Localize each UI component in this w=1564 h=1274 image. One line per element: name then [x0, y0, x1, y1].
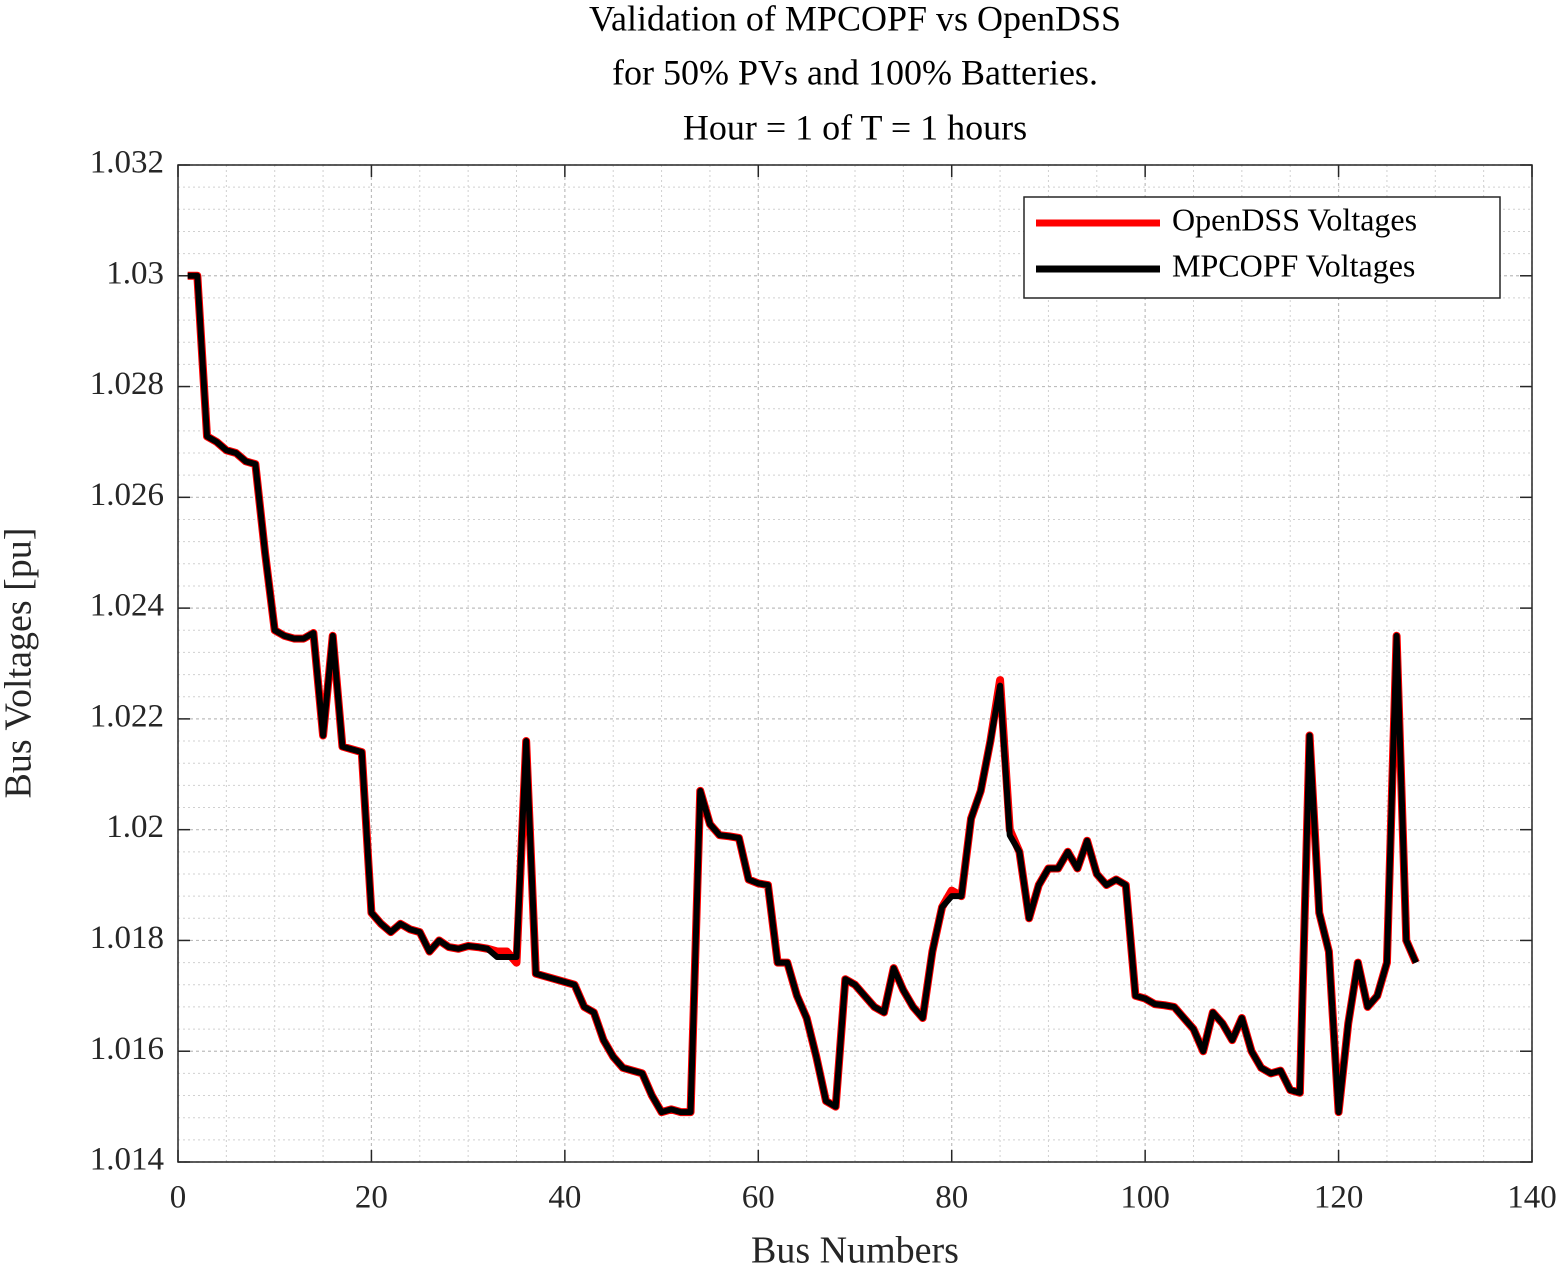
chart-title: Validation of MPCOPF vs OpenDSS: [589, 0, 1121, 38]
x-tick-label: 60: [742, 1180, 775, 1216]
x-tick-label: 120: [1314, 1180, 1364, 1216]
chart-title: for 50% PVs and 100% Batteries.: [612, 52, 1098, 92]
y-tick-label: 1.028: [90, 366, 164, 402]
x-tick-label: 100: [1120, 1180, 1170, 1216]
y-tick-label: 1.024: [90, 588, 164, 624]
y-tick-label: 1.03: [106, 255, 164, 291]
y-tick-label: 1.02: [106, 809, 164, 845]
y-axis-label: Bus Voltages [pu]: [0, 528, 40, 799]
data-line: [187, 272, 1419, 1116]
y-tick-label: 1.022: [90, 698, 164, 734]
x-tick-label: 140: [1507, 1180, 1557, 1216]
y-tick-label: 1.016: [90, 1031, 164, 1067]
x-axis-label: Bus Numbers: [751, 1230, 959, 1272]
x-tick-label: 0: [170, 1180, 187, 1216]
plot-frame: [177, 164, 1533, 1163]
x-tick-label: 80: [935, 1180, 968, 1216]
x-tick-label: 40: [548, 1180, 581, 1216]
y-tick-label: 1.026: [90, 477, 164, 513]
chart-title: Hour = 1 of T = 1 hours: [683, 107, 1027, 147]
legend-text: OpenDSS Voltages: [1172, 201, 1417, 237]
legend-text: MPCOPF Voltages: [1172, 247, 1415, 283]
y-tick-label: 1.018: [90, 920, 164, 956]
legend-box: [1023, 196, 1501, 299]
y-tick-label: 1.032: [90, 145, 164, 181]
x-tick-label: 20: [355, 1180, 388, 1216]
y-tick-label: 1.014: [90, 1142, 164, 1178]
